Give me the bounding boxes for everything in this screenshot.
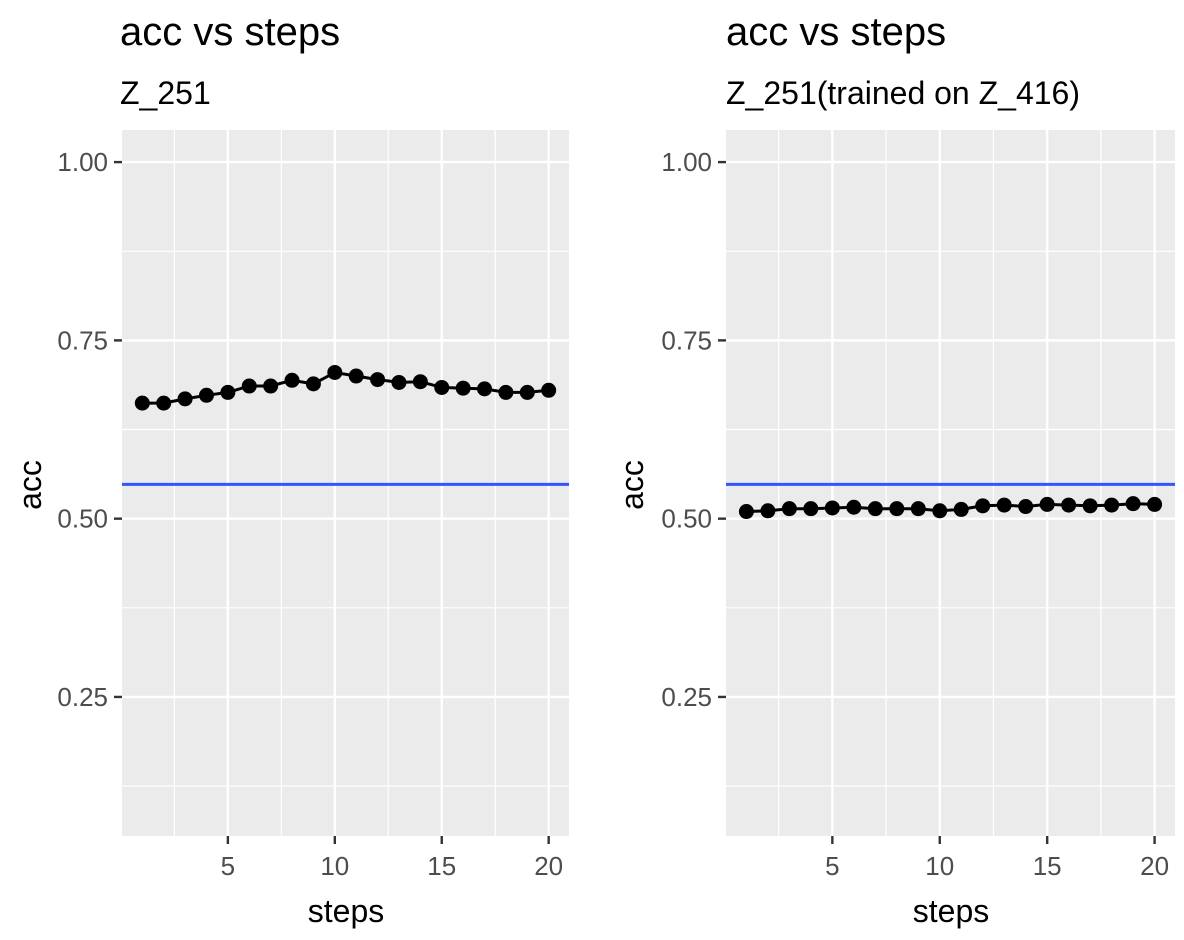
- x-tick-label-right: 15: [1033, 851, 1062, 881]
- y-tick-label-right: 0.75: [661, 325, 712, 355]
- y-tick-label-right: 0.50: [661, 504, 712, 534]
- y-tick-label-left: 0.75: [57, 325, 108, 355]
- data-point-left: [412, 374, 428, 390]
- x-axis-title-right: steps: [913, 893, 989, 929]
- data-point-right: [1125, 496, 1141, 512]
- x-tick-label-left: 15: [427, 851, 456, 881]
- data-point-right: [1082, 498, 1098, 514]
- data-point-right: [760, 503, 776, 519]
- x-axis-title-left: steps: [308, 893, 384, 929]
- x-tick-label-right: 5: [825, 851, 839, 881]
- y-tick-label-left: 0.25: [57, 682, 108, 712]
- data-point-right: [1147, 496, 1163, 512]
- data-point-right: [781, 501, 797, 517]
- data-point-left: [327, 364, 343, 380]
- data-point-left: [348, 368, 364, 384]
- data-point-right: [803, 501, 819, 517]
- data-point-right: [1061, 497, 1077, 513]
- y-axis-title-left: acc: [12, 460, 48, 510]
- x-tick-label-right: 20: [1140, 851, 1169, 881]
- data-point-right: [953, 501, 969, 517]
- data-point-right: [1039, 496, 1055, 512]
- data-point-left: [134, 395, 150, 411]
- data-point-left: [477, 381, 493, 397]
- data-point-left: [241, 378, 257, 394]
- data-point-left: [541, 382, 557, 398]
- data-point-right: [824, 500, 840, 516]
- chart-panel-right: acc vs steps Z_251(trained on Z_416) 0.2…: [614, 10, 1175, 929]
- data-point-left: [305, 376, 321, 392]
- data-point-right: [1018, 499, 1034, 515]
- data-point-right: [910, 501, 926, 517]
- y-axis-title-right: acc: [614, 460, 650, 510]
- x-tick-label-left: 20: [534, 851, 563, 881]
- data-point-left: [177, 391, 193, 407]
- x-tick-label-left: 5: [221, 851, 235, 881]
- data-point-left: [284, 372, 300, 388]
- data-point-left: [434, 379, 450, 395]
- data-point-right: [932, 503, 948, 519]
- data-point-right: [846, 499, 862, 515]
- data-point-right: [1104, 497, 1120, 513]
- data-point-left: [498, 384, 514, 400]
- chart-subtitle-left: Z_251: [120, 75, 211, 111]
- chart-title-right: acc vs steps: [726, 10, 946, 54]
- data-point-right: [975, 498, 991, 514]
- data-point-left: [156, 395, 172, 411]
- data-point-right: [738, 504, 754, 520]
- x-tick-label-right: 10: [925, 851, 954, 881]
- data-point-left: [263, 378, 279, 394]
- data-point-right: [996, 497, 1012, 513]
- y-tick-label-left: 1.00: [57, 147, 108, 177]
- data-point-right: [867, 501, 883, 517]
- y-tick-label-right: 1.00: [661, 147, 712, 177]
- data-point-left: [198, 387, 214, 403]
- plot-area-right: 0.25 0.50 0.75 1.00 5 10 15 20: [661, 130, 1175, 881]
- plot-area-left: 0.25 0.50 0.75 1.00 5 10 15 20: [57, 130, 569, 881]
- y-tick-label-right: 0.25: [661, 682, 712, 712]
- data-point-left: [370, 372, 386, 388]
- data-point-left: [391, 374, 407, 390]
- chart-subtitle-right: Z_251(trained on Z_416): [726, 75, 1080, 111]
- data-point-left: [519, 384, 535, 400]
- data-point-left: [455, 380, 471, 396]
- data-point-right: [889, 501, 905, 517]
- x-tick-label-left: 10: [320, 851, 349, 881]
- data-point-left: [220, 384, 236, 400]
- chart-title-left: acc vs steps: [120, 10, 340, 54]
- chart-panel-left: acc vs steps Z_251 0.25 0.50 0.75 1.00 5 10 15…: [12, 10, 569, 929]
- y-tick-label-left: 0.50: [57, 504, 108, 534]
